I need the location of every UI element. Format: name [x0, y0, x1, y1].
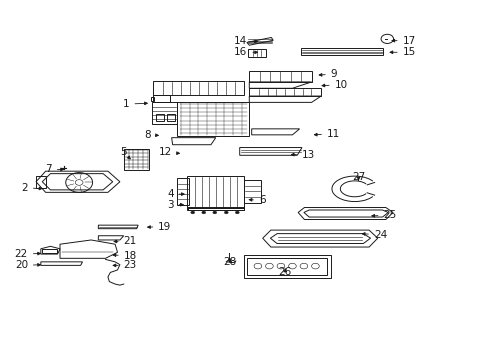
Text: 9: 9 [319, 69, 337, 79]
Circle shape [190, 211, 194, 214]
Text: 22: 22 [15, 249, 41, 259]
Text: 5: 5 [120, 148, 130, 159]
Text: 10: 10 [322, 80, 347, 90]
Text: 26: 26 [278, 267, 291, 278]
Text: 17: 17 [391, 36, 415, 46]
Text: 27: 27 [351, 172, 365, 182]
Text: 3: 3 [166, 200, 183, 210]
Text: 7: 7 [45, 165, 63, 174]
Circle shape [224, 211, 228, 214]
Text: 13: 13 [291, 150, 315, 159]
Text: 6: 6 [249, 195, 265, 206]
Text: 1: 1 [122, 99, 147, 109]
Text: 16: 16 [234, 47, 257, 57]
Circle shape [212, 211, 216, 214]
Text: 18: 18 [113, 251, 137, 261]
Circle shape [235, 211, 239, 214]
Text: 8: 8 [143, 130, 158, 140]
Text: 20: 20 [15, 260, 41, 270]
Text: 14: 14 [234, 36, 257, 46]
Text: 21: 21 [114, 236, 137, 246]
Text: 11: 11 [314, 129, 340, 139]
Text: 28: 28 [223, 257, 236, 267]
Circle shape [202, 211, 205, 214]
Text: 2: 2 [21, 183, 42, 193]
Text: 12: 12 [158, 148, 179, 157]
Text: 23: 23 [113, 260, 137, 270]
Text: 15: 15 [389, 47, 415, 57]
Text: 19: 19 [147, 221, 171, 231]
Text: 25: 25 [371, 210, 396, 220]
Text: 24: 24 [362, 230, 386, 240]
Text: 4: 4 [166, 189, 184, 199]
